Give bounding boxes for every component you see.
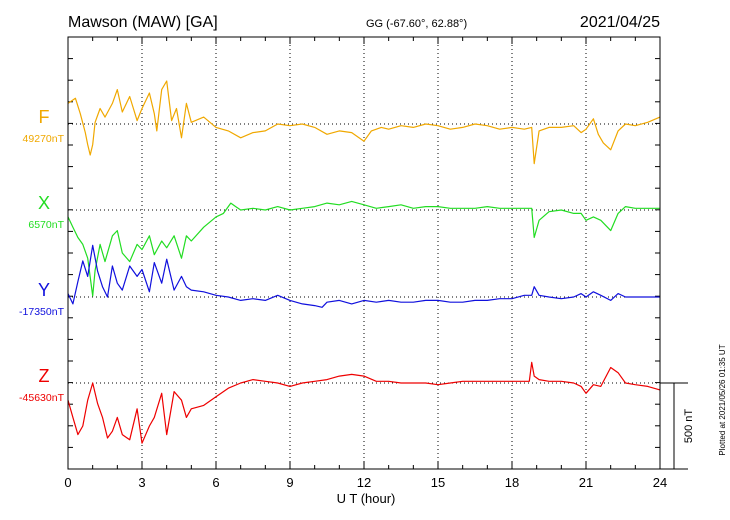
scale-bar — [660, 382, 688, 470]
series-line-f — [67, 80, 661, 165]
series-name-z: Z — [39, 366, 50, 386]
x-tick-label: 0 — [64, 475, 71, 490]
series-lines — [67, 80, 661, 444]
series-line-x — [67, 200, 660, 297]
x-tick-label: 3 — [138, 475, 145, 490]
x-tick-label: 24 — [653, 475, 667, 490]
baseline-value-y: -17350nT — [19, 306, 65, 318]
series-name-f: F — [39, 107, 50, 127]
x-tick-label: 15 — [431, 475, 445, 490]
x-tick-label: 9 — [286, 475, 293, 490]
series-name-x: X — [38, 193, 50, 213]
series-line-y — [67, 244, 660, 308]
scale-bar-label: 500 nT — [683, 409, 695, 444]
x-tick-label: 21 — [579, 475, 593, 490]
x-tick-label: 12 — [357, 475, 371, 490]
series-line-z — [67, 361, 661, 444]
series-name-y: Y — [38, 280, 50, 300]
x-tick-label: 18 — [505, 475, 519, 490]
x-axis: 0 3 6 9 12 15 18 21 24 — [64, 37, 667, 490]
baseline-value-x: 6570nT — [28, 219, 64, 231]
plotted-note: Plotted at 2021/05/26 01:35 UT — [718, 344, 727, 455]
station-title: Mawson (MAW) [GA] — [68, 14, 218, 31]
x-axis-label: U T (hour) — [337, 491, 396, 506]
baseline-value-f: 49270nT — [23, 133, 65, 145]
baseline-value-z: -45630nT — [19, 392, 65, 404]
date-label: 2021/04/25 — [580, 14, 660, 31]
series-labels: F 49270nT X 6570nT Y -17350nT Z -45630nT — [19, 107, 65, 404]
x-tick-label: 6 — [212, 475, 219, 490]
coordinates-label: GG (-67.60°, 62.88°) — [366, 18, 467, 30]
grid — [68, 37, 660, 469]
